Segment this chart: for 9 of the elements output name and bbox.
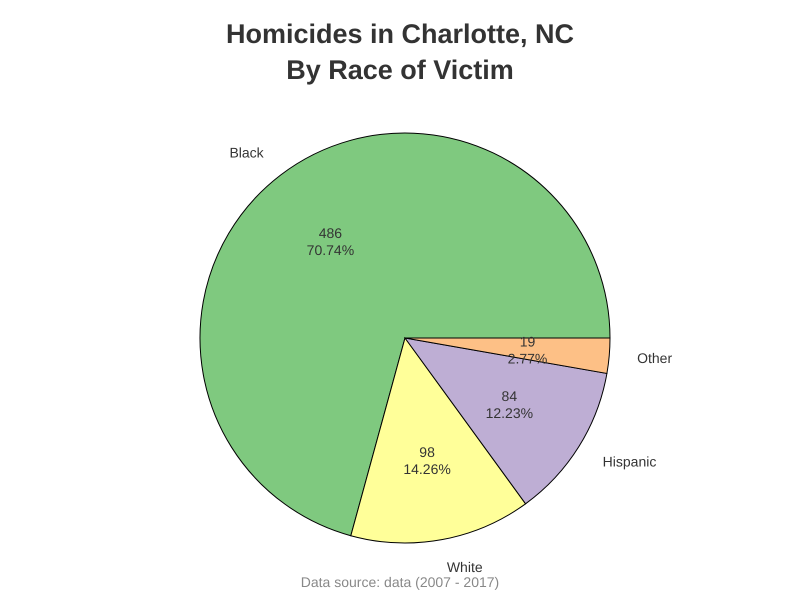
data-label: 486 70.74% xyxy=(306,225,354,258)
chart-title: Homicides in Charlotte, NC By Race of Victim xyxy=(224,18,576,87)
data-label: 84 12.23% xyxy=(486,388,534,422)
slice-label: Other xyxy=(637,350,672,366)
slice-label: Black xyxy=(229,144,265,161)
slice-label: Hispanic xyxy=(602,453,656,470)
slice-label: White xyxy=(446,559,483,576)
source-note: Data source: data (2007 - 2017) xyxy=(300,574,500,590)
data-label: 98 14.26% xyxy=(403,444,451,477)
